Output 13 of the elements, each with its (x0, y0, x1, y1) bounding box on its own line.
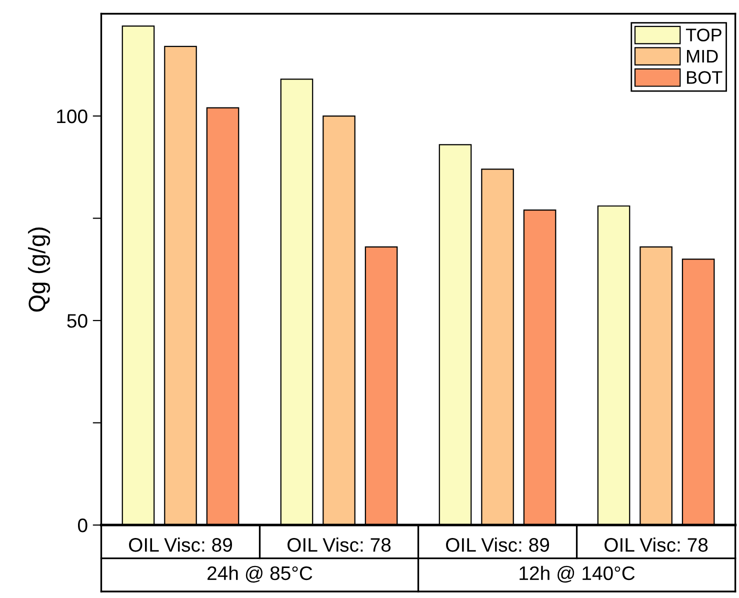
text: 12h @ 140°C (520, 566, 635, 583)
x-tick-label: OIL Visc: 89 (129, 538, 232, 552)
y-tick-label: 100 (57, 109, 88, 124)
y-tick-label: 0 (78, 518, 88, 532)
legend-label: BOT (687, 71, 722, 84)
y-axis-title: Qg (g/g) (28, 228, 50, 312)
y-tick-label: 50 (67, 314, 88, 328)
x-tick-label: OIL Visc: 78 (288, 538, 391, 552)
legend-label: TOP (686, 28, 722, 42)
text: 24h @ 85°C (208, 566, 312, 583)
x-tick-label: OIL Visc: 89 (446, 538, 550, 552)
x-tick-label: OIL Visc: 78 (604, 538, 708, 552)
legend-label: MID (687, 50, 718, 62)
